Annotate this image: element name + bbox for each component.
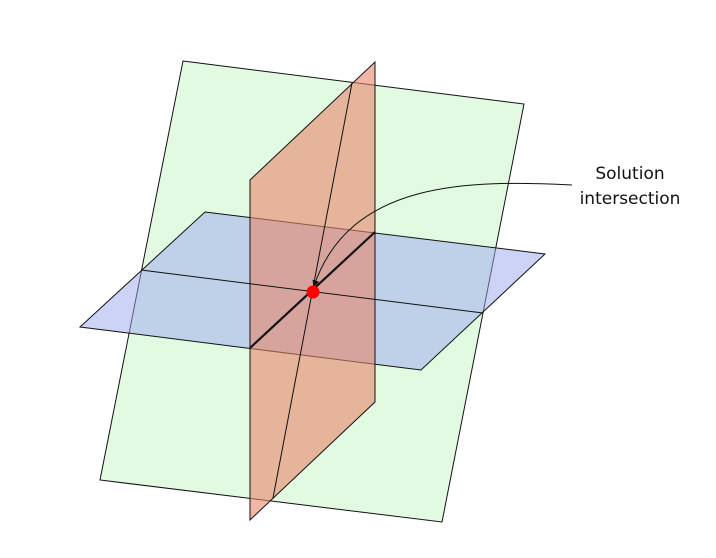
solution-point: [306, 285, 320, 299]
annotation-arrow: [312, 182, 573, 288]
annotation-line-1: Solution: [595, 164, 664, 184]
annotation-line-2: intersection: [580, 189, 681, 209]
